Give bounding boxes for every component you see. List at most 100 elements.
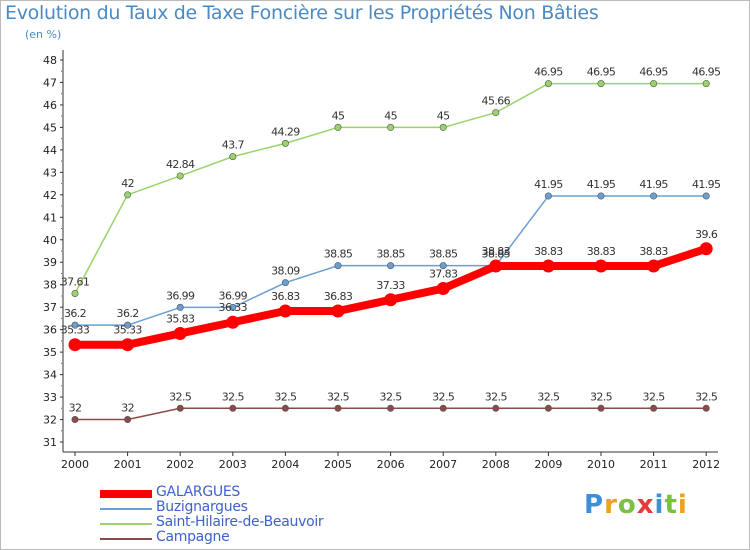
data-label-buzignargues: 41.95 [587, 178, 616, 191]
x-tick-label: 2012 [692, 458, 720, 471]
y-tick-label: 35 [43, 346, 57, 359]
data-labels: 32 32 32.5 32.5 32.5 32.5 32.5 32.5 32.5 32.5 32.5… [61, 66, 722, 415]
data-label-campagne: 32 [69, 402, 82, 415]
data-label-galargues: 37.83 [429, 268, 458, 281]
data-point-saint-hilaire-de-beauvoir [229, 153, 237, 161]
data-label-galargues: 39.6 [695, 228, 718, 241]
legend-swatch [100, 508, 152, 510]
data-point-saint-hilaire-de-beauvoir [650, 80, 658, 88]
logo-letter: o [617, 490, 637, 520]
data-label-saint-hilaire-de-beauvoir: 45 [332, 109, 345, 122]
data-label-saint-hilaire-de-beauvoir: 45.66 [482, 95, 511, 108]
data-point-campagne [124, 416, 132, 424]
data-label-saint-hilaire-de-beauvoir: 46.95 [692, 66, 721, 79]
data-label-saint-hilaire-de-beauvoir: 46.95 [639, 66, 668, 79]
unit-label: (en %) [25, 28, 62, 41]
x-tick-label: 2010 [587, 458, 615, 471]
data-point-galargues [331, 304, 345, 318]
data-point-buzignargues [124, 321, 132, 329]
logo-letter: r [604, 490, 618, 520]
data-label-campagne: 32.5 [380, 390, 403, 403]
axes: 31 32 33 34 35 36 37 38 39 40 41 42 43 44 45 46 47 48 2000… [43, 50, 720, 471]
y-tick-label: 36 [43, 324, 57, 337]
data-point-saint-hilaire-de-beauvoir [334, 123, 342, 131]
data-label-buzignargues: 38.85 [482, 248, 511, 261]
data-label-galargues: 38.83 [534, 245, 563, 258]
legend-swatch [100, 490, 152, 498]
data-label-campagne: 32.5 [485, 390, 508, 403]
y-tick-label: 34 [43, 369, 57, 382]
y-tick-label: 45 [43, 121, 57, 134]
chart-title: Evolution du Taux de Taxe Foncière sur l… [5, 2, 599, 24]
x-tick-label: 2011 [640, 458, 668, 471]
data-point-saint-hilaire-de-beauvoir [281, 139, 289, 147]
y-tick-label: 31 [43, 436, 57, 449]
data-label-campagne: 32.5 [274, 390, 297, 403]
y-tick-label: 46 [43, 99, 57, 112]
legend-swatch [100, 523, 152, 525]
data-point-saint-hilaire-de-beauvoir [597, 80, 605, 88]
data-label-campagne: 32 [121, 402, 134, 415]
data-label-galargues: 35.33 [113, 324, 142, 337]
data-label-saint-hilaire-de-beauvoir: 42.84 [166, 158, 195, 171]
data-point-campagne [439, 404, 447, 412]
data-label-galargues: 36.83 [324, 290, 353, 303]
data-point-campagne [71, 416, 79, 424]
data-point-saint-hilaire-de-beauvoir [492, 109, 500, 117]
data-label-buzignargues: 36.2 [64, 307, 86, 320]
y-tick-label: 37 [43, 301, 57, 314]
data-point-saint-hilaire-de-beauvoir [176, 172, 184, 180]
data-point-galargues [173, 326, 187, 340]
data-label-campagne: 32.5 [590, 390, 613, 403]
logo-letter: i [677, 490, 688, 520]
data-point-buzignargues [229, 303, 237, 311]
data-label-buzignargues: 36.99 [166, 289, 195, 302]
data-point-buzignargues [176, 303, 184, 311]
data-point-saint-hilaire-de-beauvoir [439, 123, 447, 131]
legend-label: GALARGUES [156, 484, 240, 500]
data-point-saint-hilaire-de-beauvoir [71, 289, 79, 297]
data-label-campagne: 32.5 [432, 390, 455, 403]
x-tick-label: 2007 [429, 458, 457, 471]
data-point-galargues [436, 282, 450, 296]
data-point-buzignargues [387, 262, 395, 270]
data-label-buzignargues: 38.85 [429, 248, 458, 261]
x-tick-label: 2008 [482, 458, 510, 471]
y-tick-label: 32 [43, 414, 57, 427]
data-label-saint-hilaire-de-beauvoir: 42 [121, 177, 134, 190]
data-label-galargues: 38.83 [587, 245, 616, 258]
data-label-galargues: 38.83 [482, 245, 511, 258]
data-label-saint-hilaire-de-beauvoir: 46.95 [587, 66, 616, 79]
data-point-buzignargues [650, 192, 658, 200]
data-label-buzignargues: 41.95 [639, 178, 668, 191]
x-tick-label: 2000 [61, 458, 89, 471]
proxiti-logo: Proxiti [584, 490, 688, 520]
data-point-buzignargues [281, 279, 289, 287]
x-tick-label: 2002 [166, 458, 194, 471]
data-label-campagne: 32.5 [222, 390, 245, 403]
data-point-galargues [594, 259, 608, 273]
y-tick-label: 47 [43, 76, 57, 89]
x-tick-label: 2003 [219, 458, 247, 471]
data-point-galargues [647, 259, 661, 273]
data-point-buzignargues [597, 192, 605, 200]
y-tick-label: 33 [43, 391, 57, 404]
data-point-galargues [699, 242, 713, 256]
data-point-galargues [541, 259, 555, 273]
data-point-saint-hilaire-de-beauvoir [544, 80, 552, 88]
legend-label: Campagne [156, 529, 230, 545]
data-point-campagne [492, 404, 500, 412]
data-label-buzignargues: 41.95 [692, 178, 721, 191]
y-tick-label: 48 [43, 54, 57, 67]
data-label-campagne: 32.5 [537, 390, 560, 403]
data-label-saint-hilaire-de-beauvoir: 45 [437, 109, 450, 122]
x-tick-label: 2001 [114, 458, 142, 471]
data-point-campagne [387, 404, 395, 412]
logo-letter: i [654, 490, 665, 520]
data-point-campagne [281, 404, 289, 412]
y-tick-label: 38 [43, 279, 57, 292]
data-label-campagne: 32.5 [695, 390, 718, 403]
legend-label: Buzignargues [156, 499, 248, 515]
data-point-campagne [176, 404, 184, 412]
